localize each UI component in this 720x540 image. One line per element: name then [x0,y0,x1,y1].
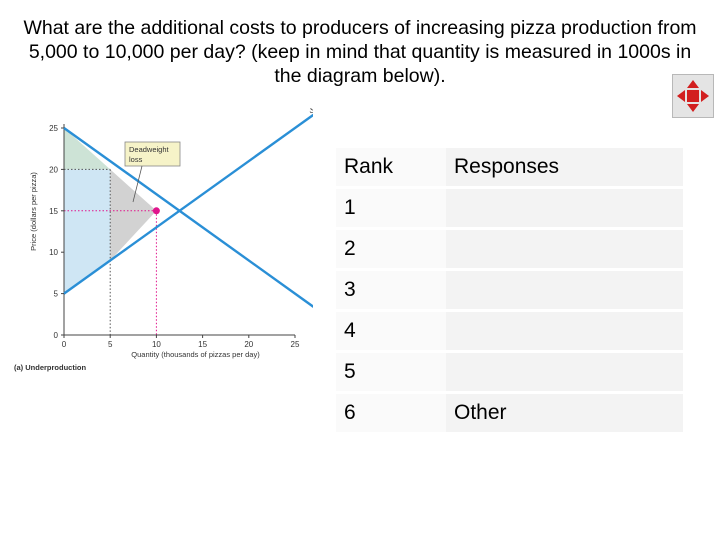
table-row[interactable]: 4 [336,312,683,350]
x-tick-label: 15 [198,340,207,349]
x-tick-label: 25 [291,340,300,349]
y-tick-label: 10 [49,248,58,257]
series-line [63,113,313,295]
rank-cell: 4 [336,312,446,350]
supply-demand-chart: SD05101520250510152025Quantity (thousand… [14,108,313,372]
shaded-region [64,169,111,294]
table-row[interactable]: 5 [336,353,683,391]
table-header-row: Rank Responses [336,148,683,186]
x-tick-label: 0 [62,340,67,349]
x-tick-label: 5 [108,340,113,349]
deadweight-loss-region [110,169,157,261]
response-cell[interactable] [446,312,683,350]
rank-cell: 6 [336,394,446,432]
series-label: S [309,108,313,115]
rank-header: Rank [336,148,446,186]
y-tick-label: 0 [54,331,59,340]
series-line [63,127,313,308]
response-cell[interactable] [446,230,683,268]
x-tick-label: 10 [152,340,161,349]
y-tick-label: 5 [54,290,59,299]
response-cell[interactable] [446,271,683,309]
y-tick-label: 20 [49,165,58,174]
annotation-label: Deadweight [129,145,170,154]
chart-caption: (a) Underproduction [14,363,86,372]
table-row[interactable]: 6 Other [336,394,683,432]
response-cell[interactable] [446,353,683,391]
x-axis-label: Quantity (thousands of pizzas per day) [131,350,260,359]
equilibrium-point [152,207,160,215]
rank-cell: 1 [336,189,446,227]
annotation-label: loss [129,155,143,164]
y-tick-label: 25 [49,124,58,133]
ranking-table: Rank Responses 1 2 3 4 5 6 Other [336,145,683,435]
y-axis-label: Price (dollars per pizza) [29,172,38,251]
move-widget-button[interactable] [672,74,714,118]
shaded-region [64,128,111,170]
table-row[interactable]: 2 [336,230,683,268]
response-cell[interactable] [446,189,683,227]
table-row[interactable]: 1 [336,189,683,227]
rank-cell: 2 [336,230,446,268]
rank-cell: 3 [336,271,446,309]
responses-header: Responses [446,148,683,186]
response-cell[interactable]: Other [446,394,683,432]
rank-cell: 5 [336,353,446,391]
annotation-pointer [132,165,143,203]
y-tick-label: 15 [49,207,58,216]
move-arrows-icon [677,80,709,112]
question-text: What are the additional costs to produce… [23,17,697,87]
annotation-box [124,141,181,167]
x-tick-label: 20 [244,340,253,349]
table-row[interactable]: 3 [336,271,683,309]
